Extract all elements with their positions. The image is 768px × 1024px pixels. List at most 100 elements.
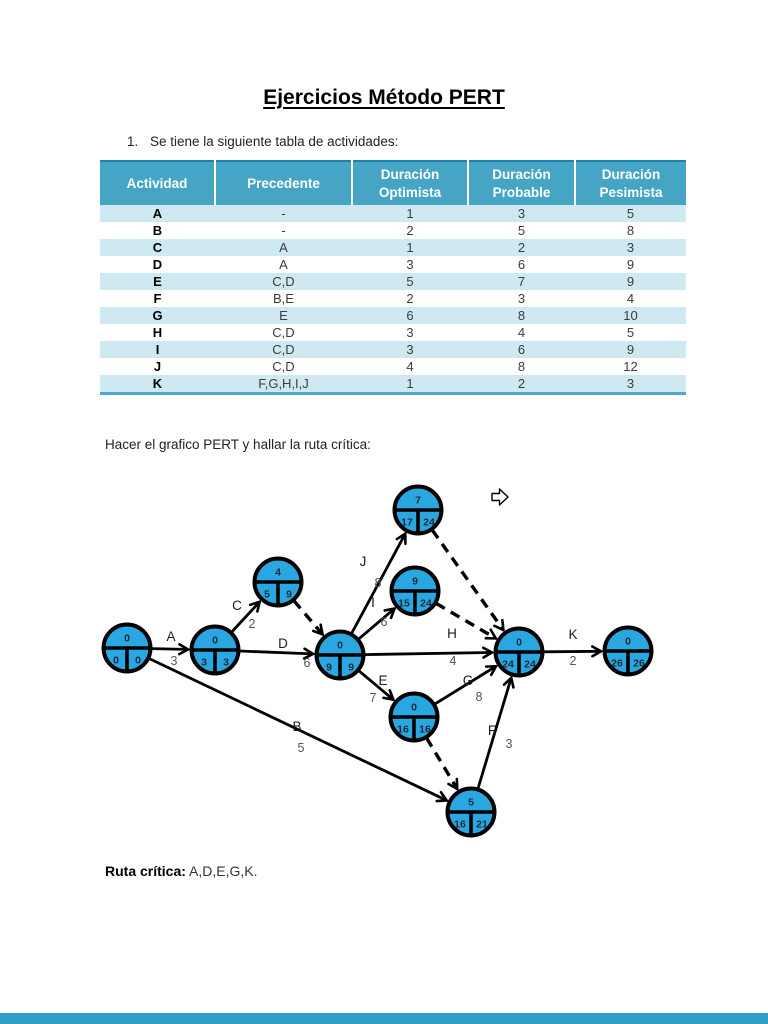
edge-label-J: J <box>360 554 367 569</box>
value-cell: 3 <box>406 325 414 341</box>
value-cell: - <box>281 223 286 239</box>
value-cell: 4 <box>406 359 414 375</box>
node-late: 24 <box>524 659 536 671</box>
value-cell: 3 <box>406 257 414 273</box>
value-cell: E <box>279 308 288 324</box>
node-early: 0 <box>113 655 119 667</box>
value-cell: 5 <box>626 325 635 341</box>
critical-path-value: A,D,E,G,K. <box>189 863 258 879</box>
activities-table-body: A -1 3 5 B -2 5 8 C A 1 2 3 D A 3 6 9 E C,D 5 7 9 F B,E 2 3 4 G E 6 8 10… <box>100 205 686 394</box>
pert-edge-F <box>476 678 511 789</box>
pert-edge-J <box>350 534 405 635</box>
pert-edge-I <box>357 609 395 641</box>
node-late: 24 <box>420 598 432 610</box>
activities-table-header: Actividad Precedente Duración Optimista Dur… <box>100 161 686 206</box>
edge-label-I: I <box>371 595 375 610</box>
node-early: 3 <box>201 657 207 669</box>
header-row: Actividad Precedente Duración Optimista Dur… <box>100 161 686 206</box>
value-cell: 1 <box>406 240 414 256</box>
value-cell: 1 <box>406 206 414 222</box>
node-early: 26 <box>611 658 623 670</box>
value-cell: 6 <box>406 308 414 324</box>
node-slack: 5 <box>468 797 474 809</box>
pert-node-merge: 024 24 <box>493 626 545 678</box>
value-cell: C,D <box>272 359 295 375</box>
edge-label-A: A <box>166 629 175 644</box>
value-cell: - <box>281 206 286 222</box>
edge-duration-G: 8 <box>476 690 483 704</box>
value-cell: 9 <box>626 274 635 290</box>
value-cell: C,D <box>272 325 295 341</box>
value-cell: 4 <box>517 325 526 341</box>
edge-label-B: B <box>292 719 301 734</box>
table-row: G E 6 8 10 <box>100 307 686 325</box>
activity-cell: G <box>152 308 163 324</box>
value-cell: 2 <box>517 240 526 256</box>
pert-node-e: 016 16 <box>388 691 440 743</box>
value-cell: 3 <box>626 240 635 256</box>
node-slack: 0 <box>337 640 343 652</box>
node-late: 3 <box>223 657 229 669</box>
edge-label-F: F <box>488 723 496 738</box>
pert-edge-C <box>230 602 260 633</box>
node-early: 16 <box>454 819 466 831</box>
critical-path-label: Ruta crítica: <box>105 863 186 879</box>
table-row: K F,G,H,I,J 1 2 3 <box>100 375 686 394</box>
node-slack: 0 <box>124 633 130 645</box>
activity-cell: B <box>152 223 163 239</box>
activity-cell: J <box>153 359 162 375</box>
table-row: B - 2 5 8 <box>100 222 686 240</box>
diagram-caption: Hacer el grafico PERT y hallar la ruta c… <box>105 437 371 452</box>
exercise-intro: 1. Se tiene la siguiente tabla de activid… <box>127 134 398 149</box>
edge-duration-E: 7 <box>370 691 377 705</box>
critical-path-line: Ruta crítica: A,D,E,G,K. <box>105 863 258 879</box>
value-cell: 3 <box>517 206 526 222</box>
column-header: Duración Optimista <box>351 161 468 206</box>
value-cell: 2 <box>517 376 526 392</box>
pert-edge-A <box>151 649 188 650</box>
value-cell: 12 <box>623 359 638 375</box>
activity-cell: E <box>153 274 162 290</box>
cursor-arrow-icon <box>491 488 509 506</box>
edge-duration-B: 5 <box>298 741 305 755</box>
table-row: D A 3 6 9 <box>100 256 686 274</box>
edge-duration-I: 6 <box>381 615 388 629</box>
pert-node-i: 915 24 <box>389 565 441 617</box>
value-cell: 3 <box>626 376 635 392</box>
edge-label-K: K <box>568 627 577 642</box>
activities-table: Actividad Precedente Duración Optimista Dur… <box>100 160 686 396</box>
pert-edge-H <box>364 653 492 655</box>
value-cell: 6 <box>517 342 526 358</box>
node-slack: 0 <box>625 636 631 648</box>
value-cell: 5 <box>517 223 526 239</box>
node-late: 21 <box>476 819 488 831</box>
activity-cell: H <box>152 325 163 341</box>
value-cell: 10 <box>623 308 638 324</box>
node-early: 5 <box>264 589 270 601</box>
node-late: 24 <box>423 517 435 529</box>
value-cell: 8 <box>517 308 526 324</box>
value-cell: 4 <box>626 291 635 307</box>
table-row: H C,D 3 4 5 <box>100 324 686 342</box>
node-slack: 0 <box>516 637 522 649</box>
value-cell: 8 <box>517 359 526 375</box>
pert-edge-E <box>357 669 393 700</box>
value-cell: A <box>279 240 288 256</box>
column-header: Duración Pesimista <box>574 161 686 206</box>
dummy-edge-j-merge <box>430 529 503 630</box>
edge-label-D: D <box>278 636 288 651</box>
edge-duration-J: 8 <box>375 576 382 590</box>
dummy-edge-e-b <box>425 737 457 788</box>
pert-node-c: 45 9 <box>252 556 304 608</box>
pert-edge-G <box>434 667 496 706</box>
dummy-edge-c-d <box>292 599 322 634</box>
value-cell: 1 <box>406 376 414 392</box>
value-cell: 5 <box>626 206 635 222</box>
node-early: 15 <box>398 598 410 610</box>
node-early: 17 <box>401 517 413 529</box>
node-slack: 7 <box>415 495 421 507</box>
dummy-edge-i-merge <box>435 601 495 638</box>
edge-duration-H: 4 <box>450 654 457 668</box>
value-cell: 3 <box>406 342 414 358</box>
edge-label-H: H <box>447 626 457 641</box>
